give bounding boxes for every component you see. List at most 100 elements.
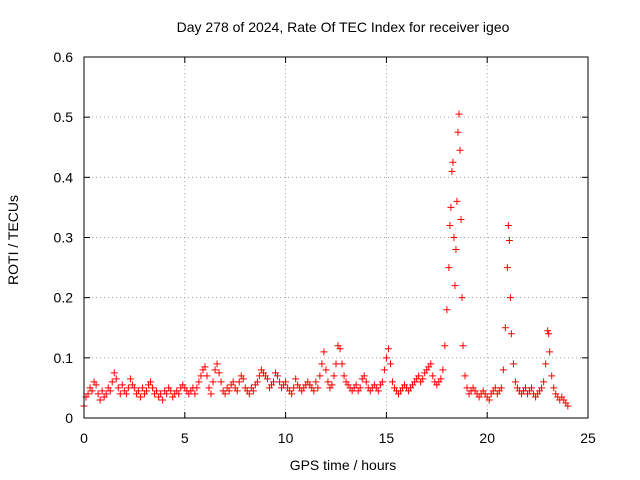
data-point-150 (382, 354, 390, 362)
y-axis-label: ROTI / TECUs (5, 195, 21, 285)
data-point-189 (453, 197, 461, 205)
x-axis-label: GPS time / hours (290, 457, 397, 473)
data-point-178 (439, 366, 447, 374)
data-point-77 (235, 378, 243, 386)
data-point-241 (546, 348, 554, 356)
data-point-68 (217, 378, 225, 386)
data-point-64 (209, 378, 217, 386)
x-tick-label: 0 (80, 430, 88, 446)
data-point-114 (310, 387, 318, 395)
data-point-6 (92, 381, 100, 389)
data-point-236 (538, 384, 546, 392)
x-tick-labels: 0 5 10 15 20 25 (80, 430, 596, 446)
data-point-56 (193, 384, 201, 392)
data-point-214 (497, 384, 505, 392)
data-point-61 (203, 372, 211, 380)
data-point-194 (458, 294, 466, 302)
data-point-127 (336, 345, 344, 353)
data-point-191 (455, 110, 463, 118)
x-tick-label: 20 (479, 430, 495, 446)
data-point-185 (449, 158, 457, 166)
data-point-31 (142, 387, 150, 395)
data-point-115 (312, 378, 320, 386)
data-point-196 (461, 372, 469, 380)
data-point-139 (360, 372, 368, 380)
data-point-168 (419, 375, 427, 383)
data-point-243 (550, 384, 558, 392)
data-point-182 (446, 221, 454, 229)
data-point-39 (159, 396, 167, 404)
data-point-186 (450, 234, 458, 241)
data-point-23 (126, 375, 134, 383)
data-point-57 (195, 378, 203, 386)
data-point-152 (386, 360, 394, 368)
x-tick-label: 10 (278, 430, 294, 446)
data-point-74 (229, 378, 237, 386)
data-point-7 (94, 390, 102, 398)
x-tick-label: 5 (181, 430, 189, 446)
data-point-41 (163, 390, 171, 398)
data-point-190 (454, 128, 462, 136)
data-point-86 (253, 378, 261, 386)
y-tick-label: 0.2 (54, 290, 74, 306)
data-point-21 (122, 390, 130, 398)
data-point-223 (511, 378, 519, 386)
data-point-96 (274, 372, 282, 380)
data-point-177 (437, 375, 445, 383)
data-point-146 (374, 387, 382, 395)
chart-title: Day 278 of 2024, Rate Of TEC Index for r… (177, 19, 510, 35)
data-point-17 (114, 384, 122, 392)
y-tick-label: 0.3 (54, 230, 74, 246)
data-point-116 (314, 384, 322, 392)
data-point-140 (362, 378, 370, 386)
data-point-183 (447, 203, 455, 211)
data-point-123 (328, 381, 336, 389)
data-point-47 (175, 390, 183, 398)
data-point-103 (288, 390, 296, 398)
data-point-87 (255, 372, 263, 380)
data-point-148 (378, 378, 386, 386)
data-point-38 (157, 390, 165, 398)
data-point-219 (505, 237, 513, 245)
data-point-104 (290, 384, 298, 392)
x-tick-label: 25 (580, 430, 596, 446)
data-point-55 (191, 390, 199, 398)
data-point-240 (545, 330, 553, 338)
data-point-25 (130, 384, 138, 392)
data-point-166 (415, 372, 423, 380)
y-tick-label: 0 (65, 410, 73, 426)
data-point-82 (245, 390, 253, 398)
data-point-19 (118, 381, 126, 389)
data-point-84 (249, 387, 257, 395)
data-point-66 (213, 360, 221, 368)
data-point-195 (459, 342, 467, 350)
data-point-43 (167, 387, 175, 395)
data-point-137 (356, 384, 364, 392)
y-tick-label: 0.4 (54, 169, 74, 185)
data-point-8 (96, 396, 104, 404)
data-point-79 (239, 375, 247, 383)
data-point-13 (106, 387, 114, 395)
data-point-4 (88, 387, 96, 395)
data-point-231 (528, 384, 536, 392)
data-point-151 (384, 345, 392, 353)
data-point-121 (324, 378, 332, 386)
data-point-94 (270, 378, 278, 386)
data-point-65 (211, 366, 219, 374)
data-point-28 (136, 393, 144, 401)
data-point-188 (452, 246, 460, 254)
data-point-228 (522, 384, 530, 392)
data-point-16 (112, 375, 120, 383)
data-point-72 (225, 387, 233, 395)
data-point-197 (463, 384, 471, 392)
data-point-129 (340, 372, 348, 380)
data-point-149 (380, 366, 388, 374)
data-point-192 (456, 146, 464, 154)
data-point-180 (443, 306, 451, 314)
data-point-119 (320, 348, 328, 356)
y-tick-label: 0.5 (54, 109, 74, 125)
axis-ticks (83, 56, 589, 419)
data-point-208 (485, 396, 493, 404)
data-point-62 (205, 384, 213, 392)
